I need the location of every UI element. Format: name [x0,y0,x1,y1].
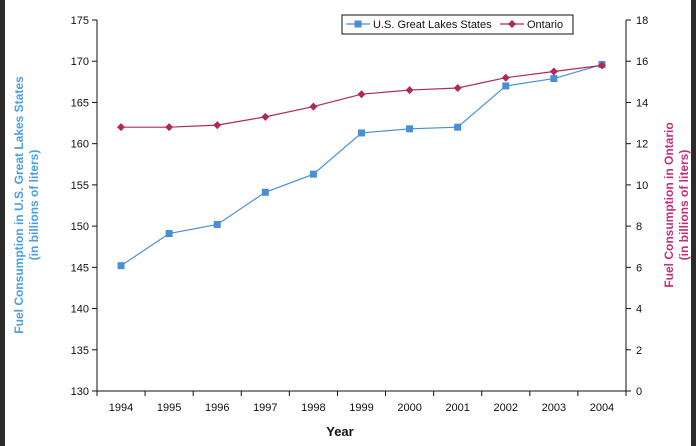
legend-marker-us [354,20,362,28]
series-layer [117,61,606,270]
right-tick-label: 18 [636,15,648,27]
data-point-us [309,170,317,178]
left-tick-label: 160 [71,139,89,151]
data-point-ontario [501,73,510,82]
left-tick-label: 135 [71,345,89,357]
right-tick-label: 0 [636,386,642,398]
x-axis-ticks: 1994 1995 1996 1997 1998 1999 2000 2001 2002 2003… [96,391,627,414]
legend-label-ontario: Ontario [527,19,563,31]
right-axis-subtitle: (in billions of liters) [677,150,691,261]
left-tick-label: 140 [71,304,89,316]
data-point-ontario [405,86,414,95]
right-tick-label: 10 [636,180,648,192]
data-point-ontario [309,102,318,111]
legend-box [341,14,574,35]
legend-marker-ontario [508,20,516,28]
left-axis-title-group: Fuel Consumption in U.S. Great Lakes Sta… [12,76,41,334]
right-tick-label: 12 [636,139,648,151]
x-tick-label: 1996 [205,402,229,414]
legend-label-us: U.S. Great Lakes States [373,19,492,31]
right-tick-label: 8 [636,221,642,233]
left-tick-label: 145 [71,262,89,274]
data-point-us [454,123,462,131]
data-point-us [550,75,558,83]
data-point-ontario [261,112,270,121]
x-tick-label: 1998 [301,402,325,414]
right-axis-title-group: Fuel Consumption in Ontario (in billions… [662,122,691,287]
data-point-ontario [165,123,174,132]
data-point-ontario [357,90,366,99]
data-point-us [117,262,125,270]
data-point-ontario [549,67,558,76]
data-point-ontario [213,121,222,130]
x-tick-label: 2001 [445,402,469,414]
left-tick-label: 170 [71,56,89,68]
right-tick-label: 16 [636,56,648,68]
right-tick-label: 14 [636,97,648,109]
left-tick-label: 155 [71,180,89,192]
x-tick-label: 2004 [590,402,614,414]
left-tick-label: 150 [71,221,89,233]
right-axis-title: Fuel Consumption in Ontario [662,122,676,287]
data-point-ontario [597,61,606,70]
right-axis-ticks: 0 2 4 6 8 10 12 14 16 18 [626,15,648,398]
legend: U.S. Great Lakes States Ontario [341,14,574,35]
axes [96,20,627,392]
x-tick-label: 1994 [109,402,133,414]
data-point-us [406,125,414,133]
x-tick-label: 1995 [157,402,181,414]
x-tick-label: 2000 [397,402,421,414]
x-tick-label: 1999 [349,402,373,414]
right-tick-label: 6 [636,262,642,274]
x-tick-label: 2002 [494,402,518,414]
left-tick-label: 175 [71,15,89,27]
left-axis-subtitle: (in billions of liters) [27,150,41,261]
fuel-consumption-chart: 130 135 140 145 150 155 160 165 170 175 0 2 4 6 8 10 12… [12,14,691,439]
x-axis-title: Year [326,424,353,439]
data-point-ontario [117,123,126,132]
left-axis-ticks: 130 135 140 145 150 155 160 165 170 175 [71,15,97,398]
data-point-us [165,230,173,238]
right-tick-label: 4 [636,304,642,316]
data-point-ontario [453,84,462,93]
x-tick-label: 2003 [542,402,566,414]
right-tick-label: 2 [636,345,642,357]
left-axis-title: Fuel Consumption in U.S. Great Lakes Sta… [12,76,26,334]
left-tick-label: 165 [71,97,89,109]
data-point-us [502,82,510,90]
data-point-us [261,188,269,196]
data-point-us [213,220,221,228]
data-point-us [358,129,365,137]
left-tick-label: 130 [71,386,89,398]
x-tick-label: 1997 [253,402,277,414]
